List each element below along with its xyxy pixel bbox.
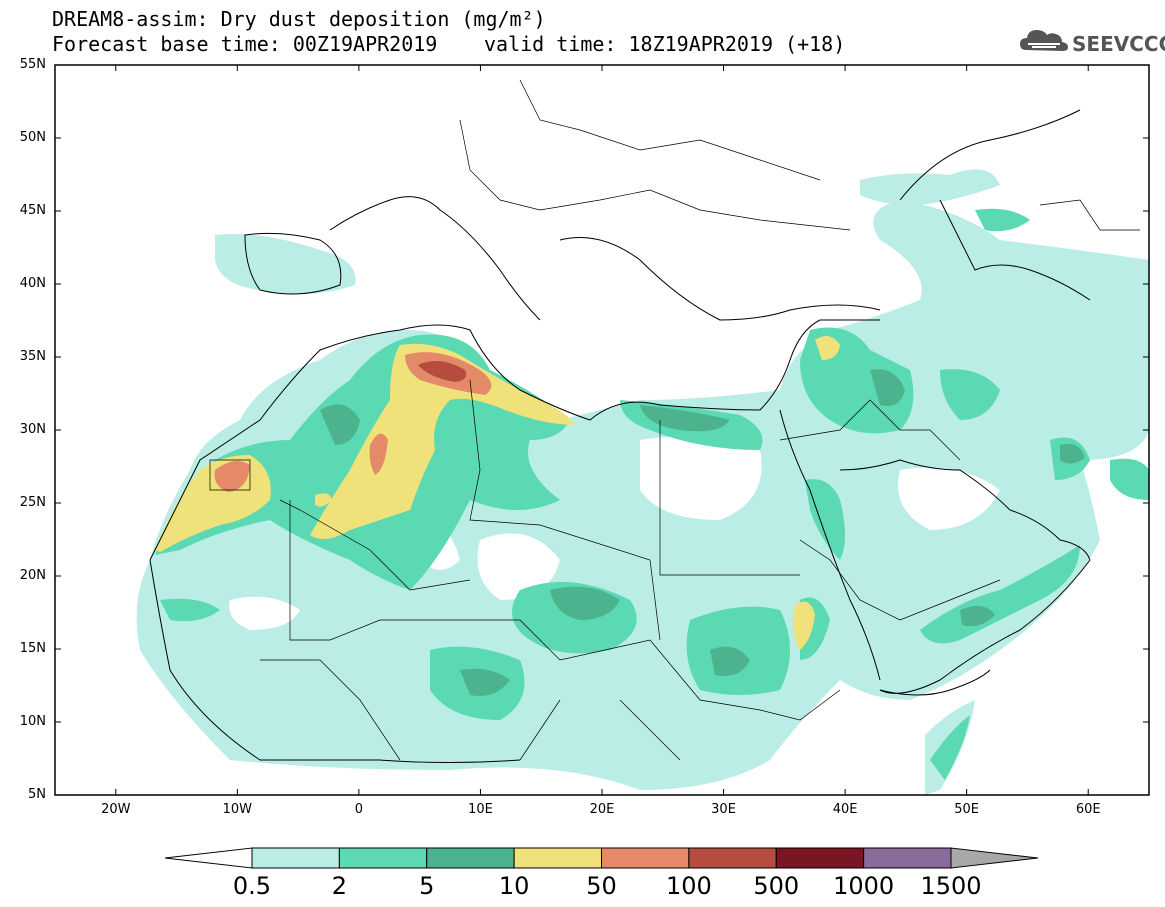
lat-label: 55N [19, 57, 46, 72]
colorbar-label: 500 [753, 872, 800, 900]
valid-time: valid time: 18Z19APR2019 (+18) [484, 32, 846, 56]
lat-label: 40N [19, 276, 46, 291]
colorbar-label: 1000 [833, 872, 895, 900]
colorbar-label: 5 [419, 872, 435, 900]
lon-label: 60E [1075, 802, 1101, 817]
coastlines [149, 109, 1091, 763]
lat-label: 15N [19, 641, 46, 656]
lat-label: 50N [19, 130, 46, 145]
cloud-icon [1020, 30, 1068, 51]
lat-label: 30N [19, 422, 46, 437]
colorbar-swatch [426, 847, 515, 869]
dust-level-6-region [418, 361, 467, 382]
colorbar-over-triangle [950, 847, 1039, 869]
lon-label: 30E [711, 802, 736, 817]
map-title: DREAM8-assim: Dry dust deposition (mg/m²… [52, 7, 546, 31]
lon-label: 20W [101, 802, 131, 817]
colorbar-swatch [251, 847, 340, 869]
lat-label: 5N [28, 787, 46, 802]
lon-label: 20E [589, 802, 615, 817]
lon-label: 0 [354, 802, 364, 817]
colorbar-label: 1500 [920, 872, 982, 900]
lon-label: 10E [468, 802, 493, 817]
lat-label: 45N [19, 203, 46, 218]
seevccc-logo: SEEVCCC [1018, 24, 1165, 58]
dust-level-3-region [320, 369, 1085, 696]
lat-label: 20N [19, 568, 46, 583]
logo-text: SEEVCCC [1072, 32, 1165, 56]
lat-label: 10N [19, 714, 46, 729]
colorbar [164, 847, 1039, 869]
lat-label: 35N [19, 349, 46, 364]
low-dust-gaps [229, 436, 1000, 630]
colorbar-swatch [513, 847, 602, 869]
colorbar-swatch [688, 847, 777, 869]
colorbar-label: 2 [331, 872, 348, 900]
colorbar-label: 10 [498, 872, 530, 900]
colorbar-under-triangle [164, 847, 253, 869]
colorbar-swatch [863, 847, 952, 869]
lon-label: 50E [954, 802, 980, 817]
country-borders [209, 79, 1140, 761]
colorbar-label: 0.5 [232, 872, 272, 900]
colorbar-swatch [775, 847, 865, 869]
colorbar-label: 50 [586, 872, 617, 900]
forecast-base-time: Forecast base time: 00Z19APR2019 [52, 32, 438, 56]
lon-label: 10W [222, 802, 253, 817]
lon-label: 40E [832, 802, 858, 817]
colorbar-swatch [338, 847, 428, 869]
axis-ticks [55, 64, 1149, 796]
colorbar-swatch [601, 847, 690, 869]
colorbar-label: 100 [665, 872, 712, 900]
lat-label: 25N [19, 495, 46, 510]
